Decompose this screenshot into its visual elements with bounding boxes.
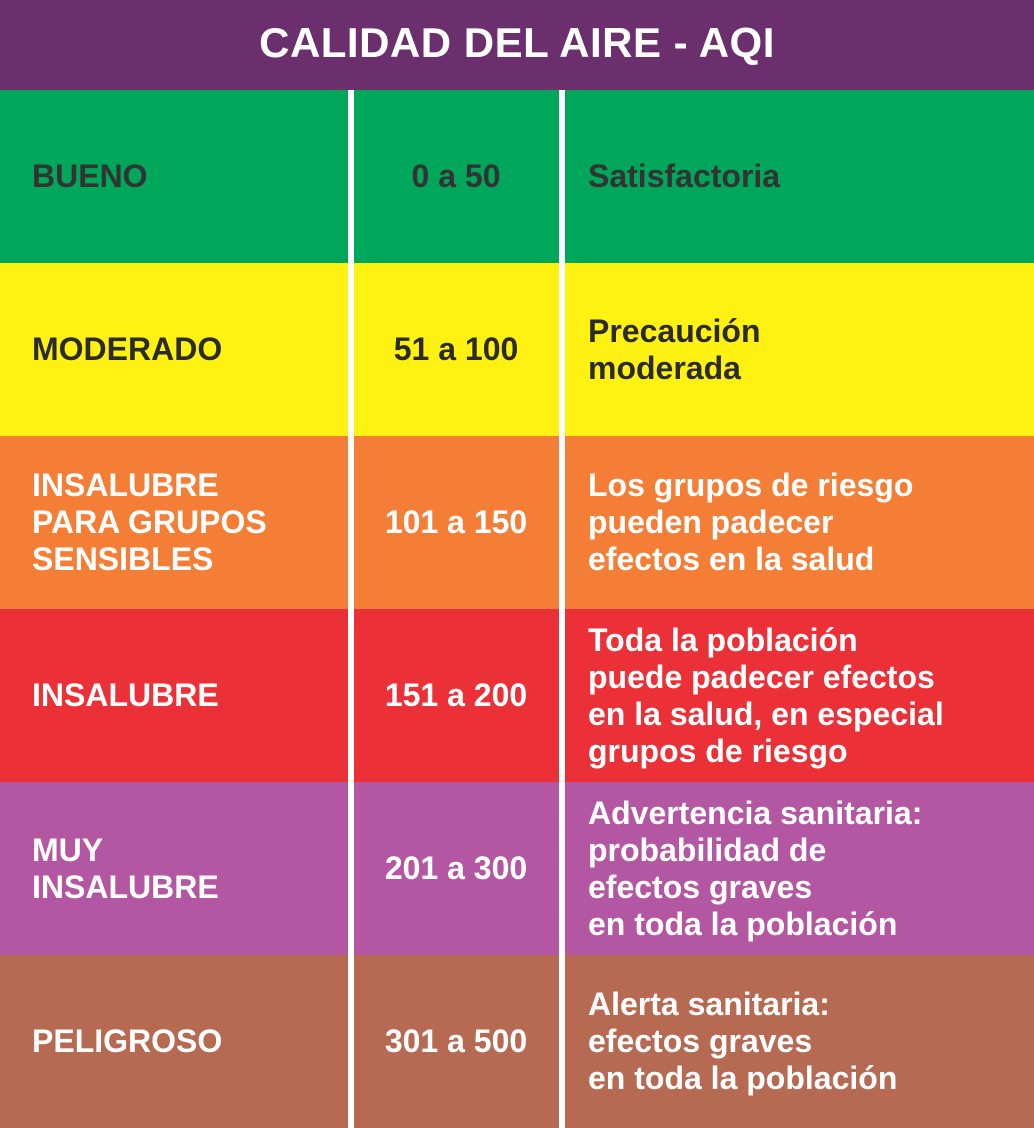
level-label: MODERADO [32,331,223,367]
description-text: Satisfactoria [588,158,781,194]
description-text: Alerta sanitaria: efectos graves en toda… [588,986,898,1096]
table-row: INSALUBRE 151 a 200 Toda la población pu… [0,609,1034,782]
description-text: Advertencia sanitaria: probabilidad de e… [588,794,923,942]
table-row: MODERADO 51 a 100 Precaución moderada [0,263,1034,436]
level-label: PELIGROSO [32,1023,223,1059]
table-row: INSALUBRE PARA GRUPOS SENSIBLES 101 a 15… [0,436,1034,609]
level-cell: INSALUBRE PARA GRUPOS SENSIBLES [0,436,348,609]
description-cell: Alerta sanitaria: efectos graves en toda… [566,955,1034,1128]
description-cell: Precaución moderada [566,263,1034,436]
description-text: Precaución moderada [588,312,761,386]
range-cell: 151 a 200 [354,609,558,782]
level-label: MUY INSALUBRE [32,831,219,905]
description-cell: Toda la población puede padecer efectos … [566,609,1034,782]
level-label: INSALUBRE PARA GRUPOS SENSIBLES [32,467,267,577]
description-cell: Satisfactoria [566,90,1034,263]
level-cell: PELIGROSO [0,955,348,1128]
page-title: CALIDAD DEL AIRE - AQI [259,19,775,66]
range-value: 101 a 150 [384,504,528,540]
table-row: MUY INSALUBRE 201 a 300 Advertencia sani… [0,782,1034,955]
range-cell: 51 a 100 [354,263,558,436]
level-label: INSALUBRE [32,677,219,713]
level-label: BUENO [32,158,148,194]
description-cell: Advertencia sanitaria: probabilidad de e… [566,782,1034,955]
range-cell: 201 a 300 [354,782,558,955]
description-text: Toda la población puede padecer efectos … [588,621,944,769]
table-header: CALIDAD DEL AIRE - AQI [0,0,1034,90]
column-divider [559,90,565,1128]
range-value: 151 a 200 [384,677,528,713]
level-cell: BUENO [0,90,348,263]
table-row: PELIGROSO 301 a 500 Alerta sanitaria: ef… [0,955,1034,1128]
column-divider [348,90,354,1128]
description-cell: Los grupos de riesgo pueden padecer efec… [566,436,1034,609]
range-value: 301 a 500 [384,1023,528,1059]
range-cell: 0 a 50 [354,90,558,263]
level-cell: INSALUBRE [0,609,348,782]
range-value: 51 a 100 [393,331,519,367]
range-cell: 101 a 150 [354,436,558,609]
level-cell: MODERADO [0,263,348,436]
range-value: 0 a 50 [411,158,501,194]
range-value: 201 a 300 [384,850,528,886]
range-cell: 301 a 500 [354,955,558,1128]
table-row: BUENO 0 a 50 Satisfactoria [0,90,1034,263]
description-text: Los grupos de riesgo pueden padecer efec… [588,467,914,577]
level-cell: MUY INSALUBRE [0,782,348,955]
